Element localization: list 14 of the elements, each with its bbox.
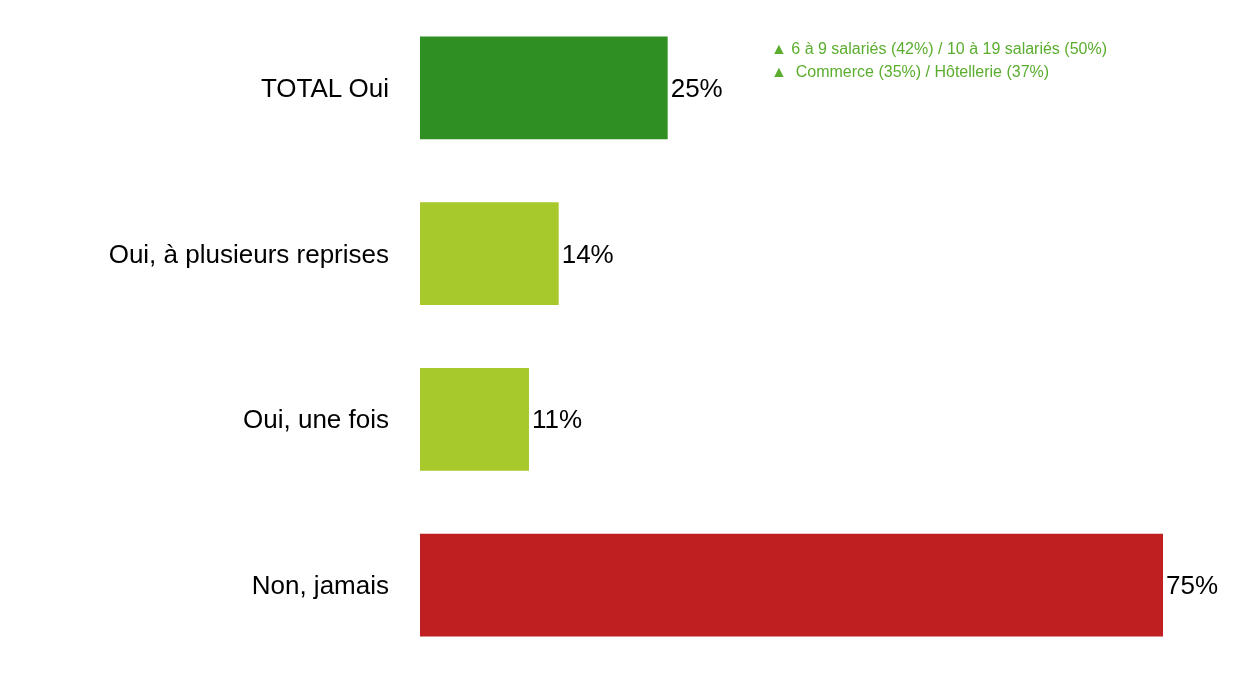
bar bbox=[420, 533, 1163, 637]
annotation: ▲ Commerce (35%) / Hôtellerie (37%) bbox=[771, 63, 1050, 80]
annotation: ▲ 6 à 9 salariés (42%) / 10 à 19 salariés (50%) bbox=[771, 40, 1107, 57]
y-tick-label: Oui, une fois bbox=[243, 404, 389, 435]
bar bbox=[420, 202, 559, 306]
y-tick-label: TOTAL Oui bbox=[260, 72, 389, 103]
data-label: 14% bbox=[561, 238, 614, 269]
y-tick-label: Non, jamais bbox=[251, 570, 389, 601]
data-label: 75% bbox=[1166, 570, 1219, 601]
bar bbox=[420, 367, 529, 471]
bar bbox=[420, 36, 668, 140]
data-label: 11% bbox=[531, 404, 583, 435]
data-label: 25% bbox=[670, 72, 723, 103]
y-tick-label: Oui, à plusieurs reprises bbox=[108, 238, 389, 269]
